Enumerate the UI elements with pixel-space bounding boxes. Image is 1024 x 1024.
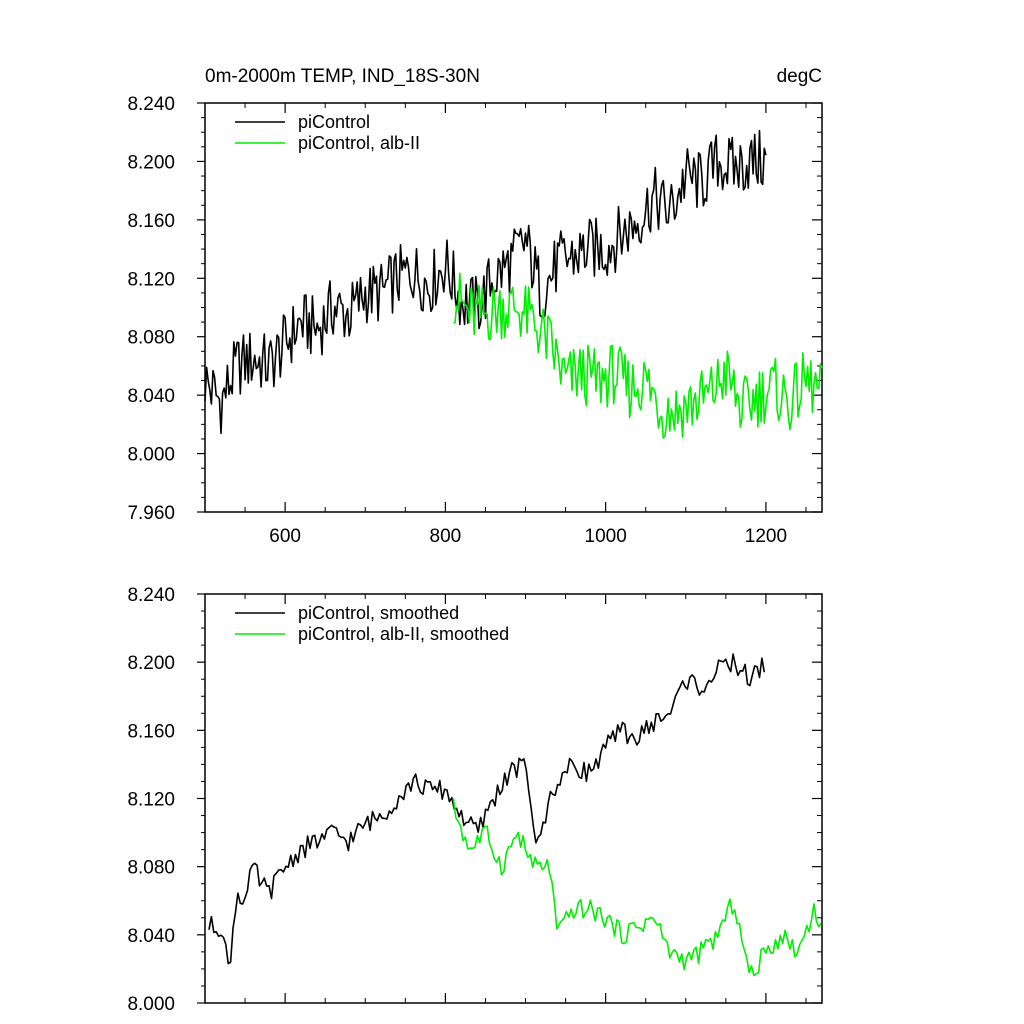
series-line-alb-ii [453,272,823,439]
y-tick-label: 8.240 [127,94,175,115]
y-tick-label: 8.200 [127,152,175,173]
y-tick-label: 7.960 [127,503,175,524]
legend-label-alb-ii: piControl, alb-II [298,133,420,153]
y-tick-label: 8.040 [127,926,175,947]
y-tick-label: 8.160 [127,721,175,742]
legend-label-picontrol-smoothed: piControl, smoothed [298,603,459,623]
top-panel: 0m-2000m TEMP, IND_18S-30N degC 600 800 10… [127,66,823,547]
top-panel-title: 0m-2000m TEMP, IND_18S-30N [205,66,480,87]
top-legend: piControl piControl, alb-II [235,112,420,153]
x-tick-label: 1000 [585,526,627,547]
y-tick-label: 8.160 [127,211,175,232]
top-axis-ticks [197,102,822,513]
series-line-picontrol [208,653,766,965]
legend-label-picontrol: piControl [298,112,370,132]
y-tick-label: 8.240 [127,585,175,606]
x-tick-label: 1200 [745,526,787,547]
bottom-axis-tick-labels: 8.000 8.040 8.080 8.120 8.160 8.200 8.240 [127,585,175,1015]
top-series-lines [204,129,823,439]
y-tick-label: 8.120 [127,790,175,811]
top-axis-tick-labels: 600 800 1000 1200 7.960 8.000 8.040 8.080 8.120 8… [127,94,787,547]
y-tick-label: 8.120 [127,269,175,290]
y-tick-label: 8.080 [127,328,175,349]
top-panel-units: degC [777,66,822,87]
y-tick-label: 8.000 [127,994,175,1015]
bottom-legend: piControl, smoothed piControl, alb-II, s… [235,603,509,644]
x-tick-label: 600 [269,526,301,547]
y-tick-label: 8.200 [127,653,175,674]
legend-label-alb-ii-smoothed: piControl, alb-II, smoothed [298,624,509,644]
series-line-picontrol [204,129,767,435]
y-tick-label: 8.040 [127,386,175,407]
bottom-axis-ticks [197,593,822,1004]
bottom-series-lines [208,653,822,977]
series-line-alb-ii [452,798,822,977]
x-tick-label: 800 [430,526,462,547]
y-tick-label: 8.080 [127,858,175,879]
bottom-panel: 8.000 8.040 8.080 8.120 8.160 8.200 8.240 piCo… [127,585,823,1015]
y-tick-label: 8.000 [127,445,175,466]
